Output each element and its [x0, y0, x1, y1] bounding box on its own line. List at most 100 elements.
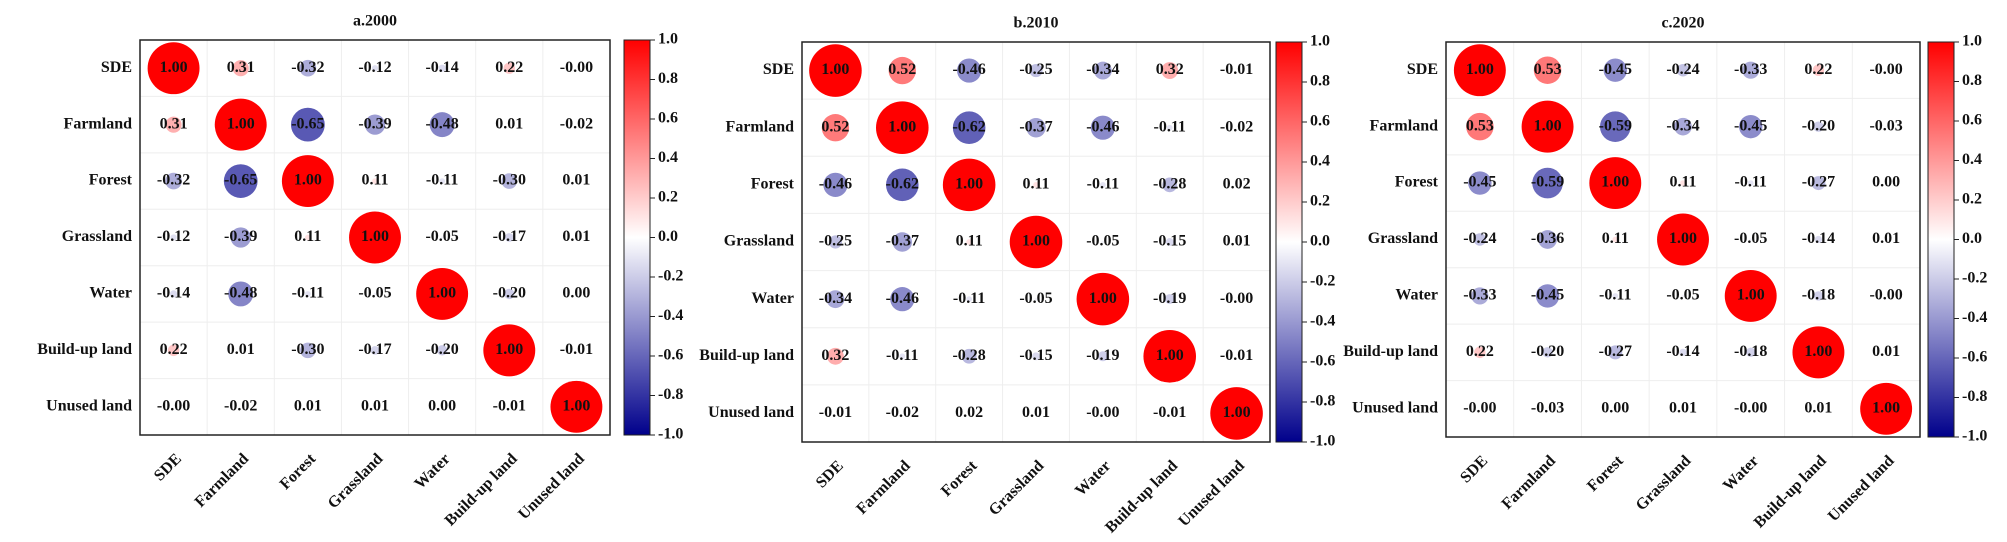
value-label: 0.11	[956, 233, 983, 250]
correlation-circle	[1612, 236, 1619, 243]
value-label: 0.11	[361, 172, 388, 189]
value-label: -0.19	[1153, 290, 1186, 307]
value-label: -0.00	[1086, 404, 1119, 421]
value-label: -0.00	[1869, 61, 1902, 78]
correlation-circle	[821, 114, 850, 142]
value-label: -0.34	[819, 290, 852, 307]
correlation-circle	[1589, 157, 1642, 210]
value-label: 0.00	[428, 397, 456, 414]
correlation-circle	[1468, 171, 1492, 195]
value-label: 0.53	[1534, 61, 1562, 78]
correlation-circle	[1538, 230, 1557, 249]
value-label: 1.00	[1089, 290, 1117, 307]
correlation-circle	[576, 180, 577, 182]
value-label: -0.05	[425, 228, 458, 245]
row-label: Unused land	[1352, 399, 1438, 416]
colorbar-tick-label: -0.2	[1962, 270, 1987, 287]
correlation-circle	[1032, 352, 1040, 361]
value-label: -0.45	[1734, 117, 1767, 134]
colorbar-tick-label: -1.0	[658, 426, 683, 443]
correlation-circle	[165, 116, 182, 133]
correlation-circle	[1657, 213, 1709, 266]
correlation-circle	[1029, 64, 1043, 78]
correlation-circle	[290, 107, 325, 142]
correlation-circle	[1742, 61, 1760, 79]
value-label: 0.22	[495, 59, 523, 76]
column-label: Farmland	[192, 450, 252, 510]
value-label: 0.11	[1669, 174, 1696, 191]
column-label: Forest	[277, 450, 320, 493]
row-label: Grassland	[62, 228, 132, 245]
correlation-circle	[372, 178, 378, 184]
row-label: Water	[1395, 287, 1438, 304]
colorbar-tick-label: 0.4	[1310, 153, 1330, 170]
correlation-circle	[439, 178, 445, 184]
colorbar-tick-label: 0.6	[658, 110, 678, 127]
value-label: -0.12	[157, 228, 190, 245]
value-label: -0.46	[952, 61, 985, 78]
value-label: -0.11	[1734, 174, 1766, 191]
value-label: 1.00	[1466, 61, 1494, 78]
correlation-circle	[1885, 125, 1887, 128]
column-label: Water	[1072, 457, 1114, 499]
value-label: -0.05	[1086, 233, 1119, 250]
correlation-circle	[1521, 100, 1574, 153]
row-label: Build-up land	[37, 341, 132, 358]
correlation-circle	[438, 64, 446, 72]
colorbar-tick-label: 0.8	[1962, 72, 1982, 89]
value-label: 0.01	[361, 397, 389, 414]
correlation-circle	[1076, 272, 1130, 326]
correlation-circle	[300, 342, 316, 359]
correlation-circle	[1813, 121, 1824, 132]
colorbar-tick-label: 0.4	[1962, 151, 1982, 168]
correlation-circle	[888, 56, 916, 85]
correlation-circle	[305, 291, 311, 297]
value-label: -0.02	[886, 404, 919, 421]
colorbar-tick-label: 1.0	[658, 31, 678, 48]
correlation-circle	[1674, 117, 1692, 136]
colorbar-tick-label: 1.0	[1310, 33, 1330, 50]
correlation-circle	[957, 58, 982, 83]
correlation-circle	[349, 211, 401, 264]
correlation-circle	[1792, 326, 1845, 379]
value-label: -0.48	[425, 115, 458, 132]
correlation-circle	[1546, 408, 1549, 410]
correlation-circle	[575, 124, 577, 126]
column-label: Water	[411, 450, 453, 492]
colorbar-tick-label: 0.6	[1310, 113, 1330, 130]
correlation-circle	[1608, 345, 1623, 360]
panel-title: b.2010	[1014, 15, 1059, 32]
correlation-circle	[1533, 56, 1562, 84]
correlation-circle	[228, 281, 254, 307]
column-label: Water	[1720, 452, 1762, 494]
value-label: -0.05	[1666, 287, 1699, 304]
panel-border	[139, 39, 611, 436]
correlation-circle	[1099, 181, 1106, 188]
value-label: -0.39	[358, 115, 391, 132]
value-label: -0.27	[1599, 343, 1632, 360]
column-label: Grassland	[325, 450, 387, 512]
value-label: 1.00	[294, 172, 322, 189]
row-label: Build-up land	[699, 347, 794, 364]
value-label: 1.00	[1669, 230, 1697, 247]
correlation-circle	[961, 348, 977, 364]
value-label: 0.00	[1872, 174, 1900, 191]
correlation-circle	[968, 412, 970, 414]
row-label: Grassland	[724, 233, 794, 250]
value-label: -0.25	[819, 233, 852, 250]
value-label: 1.00	[495, 341, 523, 358]
colorbar-tick-label: -0.2	[1310, 273, 1335, 290]
value-label: -0.15	[1153, 233, 1186, 250]
value-label: 0.32	[1156, 61, 1184, 78]
colorbar-tick-label: 0.2	[1310, 193, 1330, 210]
value-label: -0.01	[1153, 404, 1186, 421]
value-label: -0.03	[1531, 399, 1564, 416]
value-label: 0.52	[821, 118, 849, 135]
value-label: -0.62	[952, 118, 985, 135]
correlation-circle	[509, 406, 510, 408]
colorbar-tick-label: -0.4	[1310, 313, 1335, 330]
value-label: -0.39	[224, 228, 257, 245]
row-label: Forest	[1395, 174, 1439, 191]
correlation-circle	[885, 168, 919, 202]
value-label: 0.31	[160, 115, 188, 132]
